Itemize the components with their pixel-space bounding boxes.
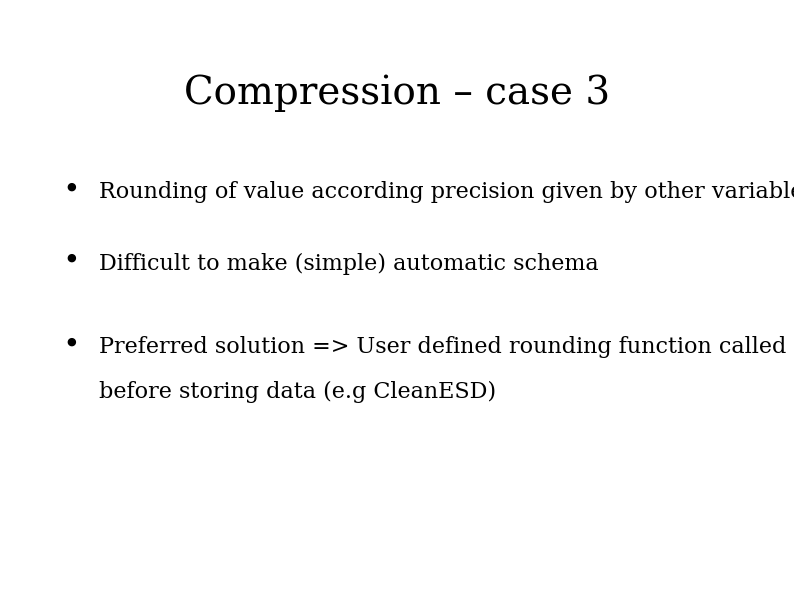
Text: Difficult to make (simple) automatic schema: Difficult to make (simple) automatic sch… — [99, 253, 599, 275]
Text: ●: ● — [67, 253, 76, 263]
Text: Rounding of value according precision given by other variable: Rounding of value according precision gi… — [99, 181, 794, 203]
Text: before storing data (e.g CleanESD): before storing data (e.g CleanESD) — [99, 381, 496, 403]
Text: Preferred solution => User defined rounding function called: Preferred solution => User defined round… — [99, 336, 787, 358]
Text: Compression – case 3: Compression – case 3 — [184, 74, 610, 112]
Text: ●: ● — [67, 336, 76, 346]
Text: ●: ● — [67, 181, 76, 192]
